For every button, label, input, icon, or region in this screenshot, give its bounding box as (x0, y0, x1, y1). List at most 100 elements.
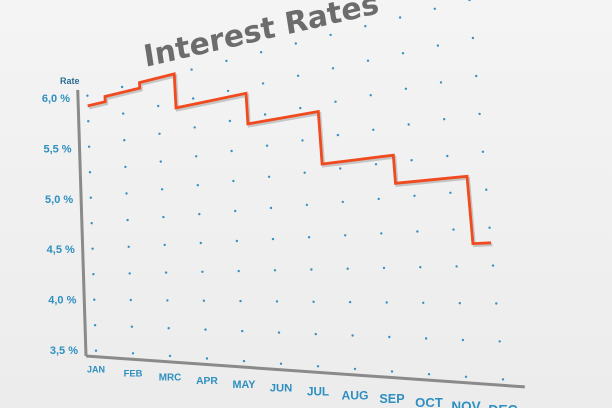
grid-dot (237, 269, 240, 273)
grid-dot (398, 16, 402, 19)
grid-dot (498, 340, 501, 343)
grid-dot (307, 236, 311, 239)
grid-dot (416, 230, 419, 233)
grid-dot (385, 301, 388, 304)
x-tick-label: DEC (488, 402, 517, 408)
grid-dot (166, 299, 169, 302)
grid-dot (232, 179, 235, 183)
grid-dot (449, 191, 452, 194)
grid-dot (259, 51, 263, 54)
grid-dot (90, 222, 93, 225)
grid-dot (228, 119, 232, 123)
grid-dot (422, 301, 425, 304)
grid-dot (93, 324, 97, 327)
grid-dot (388, 335, 391, 339)
y-tick-label: 5,5 % (43, 143, 71, 155)
grid-dot (199, 241, 202, 245)
grid-dot (419, 266, 422, 269)
series-line (87, 72, 492, 246)
grid-dot (316, 365, 320, 368)
y-tick-label: 4,0 % (48, 295, 76, 307)
grid-dot (339, 167, 342, 170)
grid-dot (475, 74, 478, 78)
x-tick-label: JAN (87, 365, 105, 375)
grid-dot (301, 139, 304, 142)
grid-dot (129, 298, 132, 302)
grid-dot (377, 197, 380, 201)
grid-dot (491, 264, 495, 267)
grid-dot (128, 272, 131, 275)
x-tick-labels: JAN FEB MRC APR MAY JUN JUL AUG SEP OCT NOV DEC (87, 365, 518, 408)
grid-dot (446, 154, 449, 158)
grid-dot (294, 42, 297, 45)
grid-dot (126, 218, 129, 222)
grid-dot (193, 126, 196, 129)
grid-dot (196, 184, 199, 187)
grid-dot (92, 273, 95, 276)
series-group (87, 72, 493, 248)
grid-dot (168, 354, 172, 358)
grid-dot (269, 206, 273, 210)
grid-dot (374, 163, 378, 166)
grid-dot (407, 123, 410, 126)
grid-dot (341, 200, 344, 204)
x-tick-label: JUL (307, 386, 329, 399)
grid-dot (239, 299, 242, 303)
grid-dot (461, 338, 465, 342)
grid-dot (263, 113, 267, 116)
x-tick-label: NOV (451, 399, 480, 408)
chart-title: Interest Rates (141, 0, 381, 75)
grid-dot (93, 298, 96, 301)
grid-dot (91, 247, 94, 250)
grid-dot (296, 74, 300, 78)
grid-dot (86, 94, 89, 97)
grid-dot (201, 270, 204, 273)
grid-dot (458, 302, 461, 305)
grid-dot (334, 100, 337, 103)
grid-dot (127, 245, 130, 248)
y-tick-label: 4,5 % (47, 244, 75, 256)
grid-dot (372, 128, 375, 131)
grid-dot (390, 370, 394, 373)
grid-dot (401, 52, 405, 55)
grid-dot (202, 299, 206, 302)
grid-dot (242, 359, 246, 363)
grid-dot (122, 112, 125, 115)
y-axis-title: Rate (60, 76, 80, 86)
grid-dot (336, 133, 340, 137)
grid-dot (439, 81, 443, 84)
grid-dot (273, 269, 277, 272)
grid-dot (455, 265, 458, 268)
series-line-shadow (88, 74, 493, 248)
grid-dot (353, 367, 357, 371)
grid-dot (344, 234, 347, 237)
grid-dot (130, 325, 134, 328)
grid-dot (433, 7, 436, 10)
grid-dot (427, 373, 431, 376)
grid-dot (225, 59, 228, 63)
grid-dot (162, 215, 165, 219)
grid-dot (346, 267, 349, 270)
grid-dot (226, 89, 230, 93)
grid-dot (464, 375, 468, 378)
x-tick-label: AUG (341, 388, 368, 402)
grid-dot (275, 300, 279, 303)
grid-dot (120, 85, 124, 89)
grid-dots (86, 0, 505, 381)
grid-dot (303, 171, 306, 174)
grid-dot (159, 160, 162, 163)
grid-dot (424, 337, 428, 340)
y-tick-labels: 6,0 % 5,5 % 5,0 % 4,5 % 4,0 % 3,5 % (42, 93, 78, 357)
y-axis-line (76, 89, 88, 357)
grid-dot (94, 349, 98, 352)
grid-dot (410, 159, 413, 162)
grid-dot (413, 194, 416, 197)
grid-dot (369, 94, 372, 97)
x-tick-label: JUN (270, 383, 293, 395)
grid-dot (312, 300, 315, 303)
grid-dot (329, 33, 332, 37)
grid-dot (299, 106, 302, 110)
grid-dot (443, 118, 446, 121)
grid-dot (310, 268, 313, 271)
grid-dot (192, 97, 195, 100)
